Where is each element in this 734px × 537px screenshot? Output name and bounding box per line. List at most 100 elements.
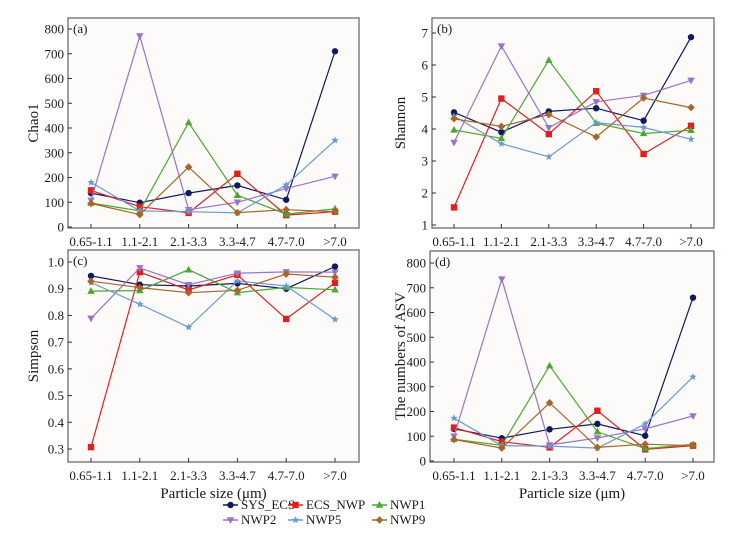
data-point (689, 294, 697, 301)
data-point (331, 136, 339, 144)
x-tick-label: >7.0 (679, 234, 703, 249)
data-point (283, 196, 290, 203)
series-line (90, 269, 336, 294)
y-tick-label: 0 (58, 220, 65, 235)
y-tick-label: 1 (422, 218, 429, 233)
data-point (136, 33, 144, 40)
y-tick-label: 500 (45, 96, 65, 111)
data-point (593, 105, 600, 112)
y-tick-label: 4 (422, 122, 429, 137)
data-point (450, 435, 458, 444)
data-point (233, 276, 242, 285)
data-point (545, 399, 554, 407)
series-line (453, 115, 692, 158)
data-point (639, 129, 648, 137)
y-tick-label: 0.3 (48, 442, 64, 457)
x-tick-label: >7.0 (681, 468, 705, 483)
x-tick-label: 1.1-2.1 (121, 234, 158, 249)
data-point (234, 170, 241, 177)
x-tick-label: 3.3-4.7 (219, 234, 256, 249)
plot-frame (431, 17, 715, 229)
data-point (87, 187, 95, 194)
series-line (90, 265, 336, 290)
data-point (545, 361, 554, 369)
y-tick-label: 0.9 (48, 281, 64, 296)
y-tick-label: 300 (45, 145, 65, 160)
data-point (689, 441, 697, 450)
data-point (687, 103, 695, 112)
data-point (687, 77, 695, 85)
y-tick-label: 1.0 (48, 255, 64, 270)
y-tick-label: 600 (407, 305, 427, 320)
legend-marker (291, 516, 300, 524)
data-point (450, 424, 458, 431)
series-nwp9 (87, 270, 339, 297)
data-point (450, 125, 458, 133)
data-point (136, 283, 144, 292)
data-point (184, 323, 193, 331)
data-point (593, 443, 602, 452)
data-point (641, 426, 649, 433)
data-point (234, 182, 241, 189)
data-point (593, 435, 602, 442)
series-line (90, 139, 336, 214)
data-point (640, 150, 647, 158)
series-line (90, 33, 336, 211)
data-point (639, 123, 648, 131)
data-point (687, 135, 695, 143)
data-point (450, 414, 458, 422)
y-tick-label: 400 (407, 355, 427, 370)
y-tick-label: 0.7 (48, 335, 65, 350)
y-tick-label: 800 (407, 256, 427, 271)
x-tick-label: 0.65-1.1 (69, 468, 112, 483)
y-tick-label: 7 (422, 26, 429, 41)
data-point (497, 139, 506, 147)
y-tick-label: 5 (422, 90, 429, 105)
panel-d: 0 100 200 300 400 500 600 700 800 0.65-1.1 1.1-2.1… (393, 250, 715, 502)
data-point (282, 210, 290, 217)
x-tick-label: 4.7-7.0 (627, 468, 664, 483)
data-point (594, 407, 601, 414)
x-tick-label: >7.0 (323, 468, 347, 483)
series-line (453, 364, 694, 450)
data-point (87, 287, 95, 294)
data-point (450, 204, 458, 211)
data-point (184, 118, 193, 126)
data-point (687, 126, 695, 133)
data-point (594, 420, 601, 428)
legend-item-nwp1: NWP1 (372, 497, 425, 512)
data-point (498, 276, 506, 284)
data-point (233, 270, 242, 278)
legend-label: NWP1 (390, 497, 425, 512)
series-line (453, 410, 694, 451)
y-tick-label: 0 (420, 454, 427, 469)
data-point (331, 263, 339, 270)
data-point (450, 139, 458, 147)
data-point (331, 279, 339, 287)
legend-label: ECS_NWP (306, 497, 365, 512)
x-tick-label: 3.3-4.7 (219, 468, 256, 483)
y-axis-label: Shannon (393, 96, 409, 149)
legend: SYS_ECS ECS_NWP NWP1 NWP2 NWP5 NWP9 (223, 497, 425, 527)
data-point (331, 207, 339, 216)
x-tick-label: 2.1-3.3 (531, 468, 568, 483)
data-point (331, 173, 339, 181)
data-point (282, 282, 290, 290)
data-point (450, 114, 458, 123)
x-tick-label: 0.65-1.1 (432, 234, 475, 249)
data-point (592, 133, 600, 141)
panel-c: 0.3 0.4 0.5 0.6 0.7 0.8 0.9 1.0 0.65-1.1 1.1-2.1 2… (26, 249, 360, 502)
series-nwp9 (450, 399, 697, 452)
data-point (233, 191, 242, 199)
data-point (87, 443, 95, 451)
legend-label: NWP2 (241, 512, 276, 527)
x-tick-label: 4.7-7.0 (268, 234, 305, 249)
data-point (136, 268, 143, 276)
data-point (545, 130, 552, 138)
y-tick-label: 300 (407, 379, 427, 394)
x-tick-label: 1.1-2.1 (483, 234, 520, 249)
data-point (687, 33, 695, 41)
data-point (592, 99, 600, 106)
series-line (90, 280, 336, 328)
panel-a: 0 100 200 300 400 500 600 700 800 0.65-1.1 1.1-2.1… (26, 17, 360, 249)
